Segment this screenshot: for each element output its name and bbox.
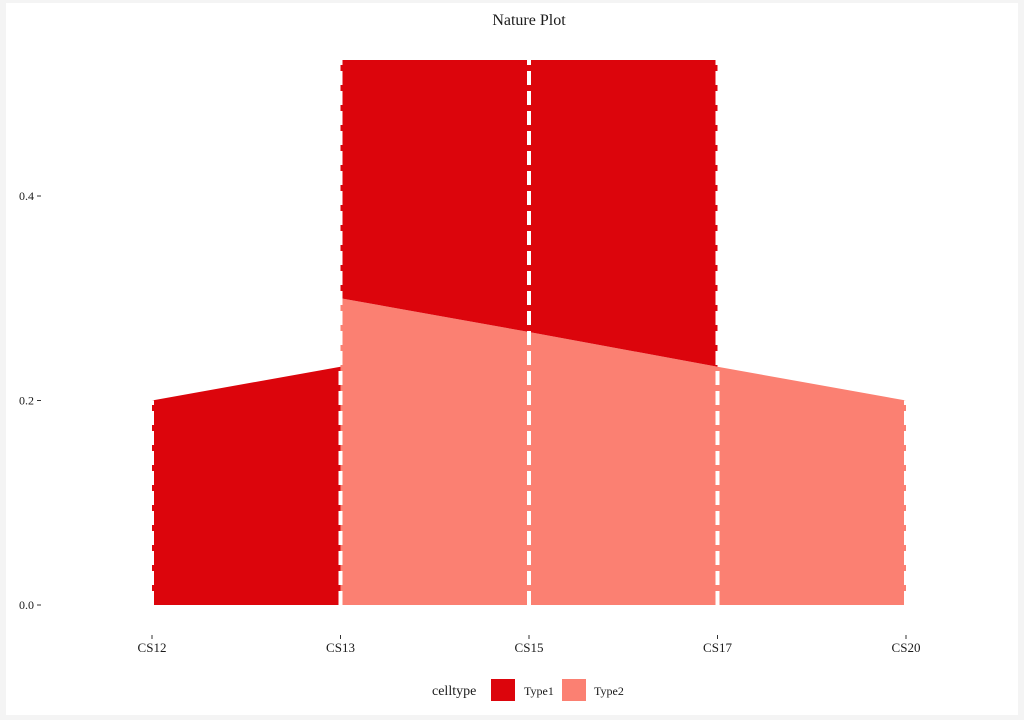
- chart-title: Nature Plot: [492, 12, 566, 29]
- x-tick-label: CS17: [703, 640, 732, 655]
- area-type2-3: [717, 366, 906, 605]
- y-axis: 0.0 0.2 0.4: [19, 189, 41, 612]
- legend-title: celltype: [432, 684, 476, 699]
- x-tick-label: CS12: [138, 640, 167, 655]
- legend-label-type2: Type2: [594, 684, 624, 698]
- x-tick-label: CS15: [515, 640, 544, 655]
- x-axis: CS12 CS13 CS15 CS17 CS20: [138, 635, 921, 655]
- y-tick-label: 0.0: [19, 598, 34, 612]
- legend: celltype Type1 Type2: [432, 679, 624, 701]
- vlines-layer: [150, 60, 908, 605]
- legend-swatch-type2: [562, 679, 586, 701]
- legend-label-type1: Type1: [524, 684, 554, 698]
- legend-swatch-type1: [491, 679, 515, 701]
- y-tick-label: 0.4: [19, 189, 34, 203]
- x-tick-label: CS20: [892, 640, 921, 655]
- x-tick-label: CS13: [326, 640, 355, 655]
- areas-layer: [152, 60, 906, 605]
- area-type1-0: [152, 366, 341, 605]
- chart-panel: Nature Plot 0.0 0.2 0.4 CS12 CS13 CS15 CS17 CS…: [6, 3, 1018, 715]
- nature-plot-chart: Nature Plot 0.00.20.4 CS12 CS13 CS15 CS17 CS…: [19, 12, 921, 701]
- y-tick-label: 0.2: [19, 394, 34, 408]
